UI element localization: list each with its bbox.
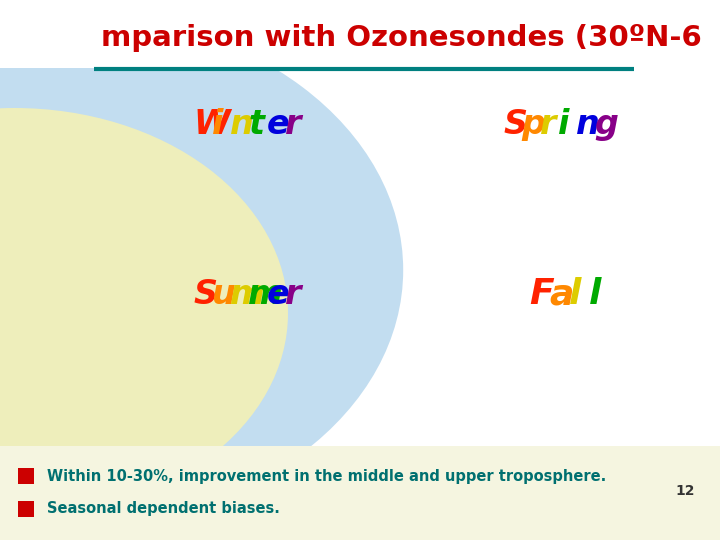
Text: n: n (230, 107, 254, 141)
Text: g: g (595, 107, 618, 141)
FancyBboxPatch shape (18, 468, 34, 484)
Text: m: m (248, 278, 283, 311)
Text: r: r (285, 107, 302, 141)
Text: a: a (549, 278, 573, 311)
Text: e: e (266, 278, 289, 311)
Text: S: S (503, 107, 527, 141)
Text: Seasonal dependent biases.: Seasonal dependent biases. (47, 501, 279, 516)
Text: Within 10-30%, improvement in the middle and upper troposphere.: Within 10-30%, improvement in the middle… (47, 469, 606, 484)
Text: l: l (569, 278, 581, 311)
Text: n: n (576, 107, 600, 141)
Text: p: p (521, 107, 545, 141)
Text: W: W (194, 107, 230, 141)
Text: i: i (212, 107, 223, 141)
FancyBboxPatch shape (0, 0, 720, 68)
FancyBboxPatch shape (18, 501, 34, 517)
Text: u: u (212, 278, 235, 311)
Text: F: F (529, 278, 554, 311)
Text: mparison with Ozonesondes (30ºN-6: mparison with Ozonesondes (30ºN-6 (101, 24, 701, 52)
Text: t: t (248, 107, 264, 141)
Text: r: r (540, 107, 556, 141)
Text: m: m (230, 278, 265, 311)
Text: r: r (285, 278, 302, 311)
Circle shape (0, 108, 288, 518)
Text: e: e (266, 107, 289, 141)
FancyBboxPatch shape (0, 446, 720, 540)
Text: S: S (194, 278, 217, 311)
Circle shape (0, 11, 403, 529)
Text: 12: 12 (675, 484, 695, 498)
Text: i: i (558, 107, 570, 141)
Text: l: l (589, 278, 601, 311)
